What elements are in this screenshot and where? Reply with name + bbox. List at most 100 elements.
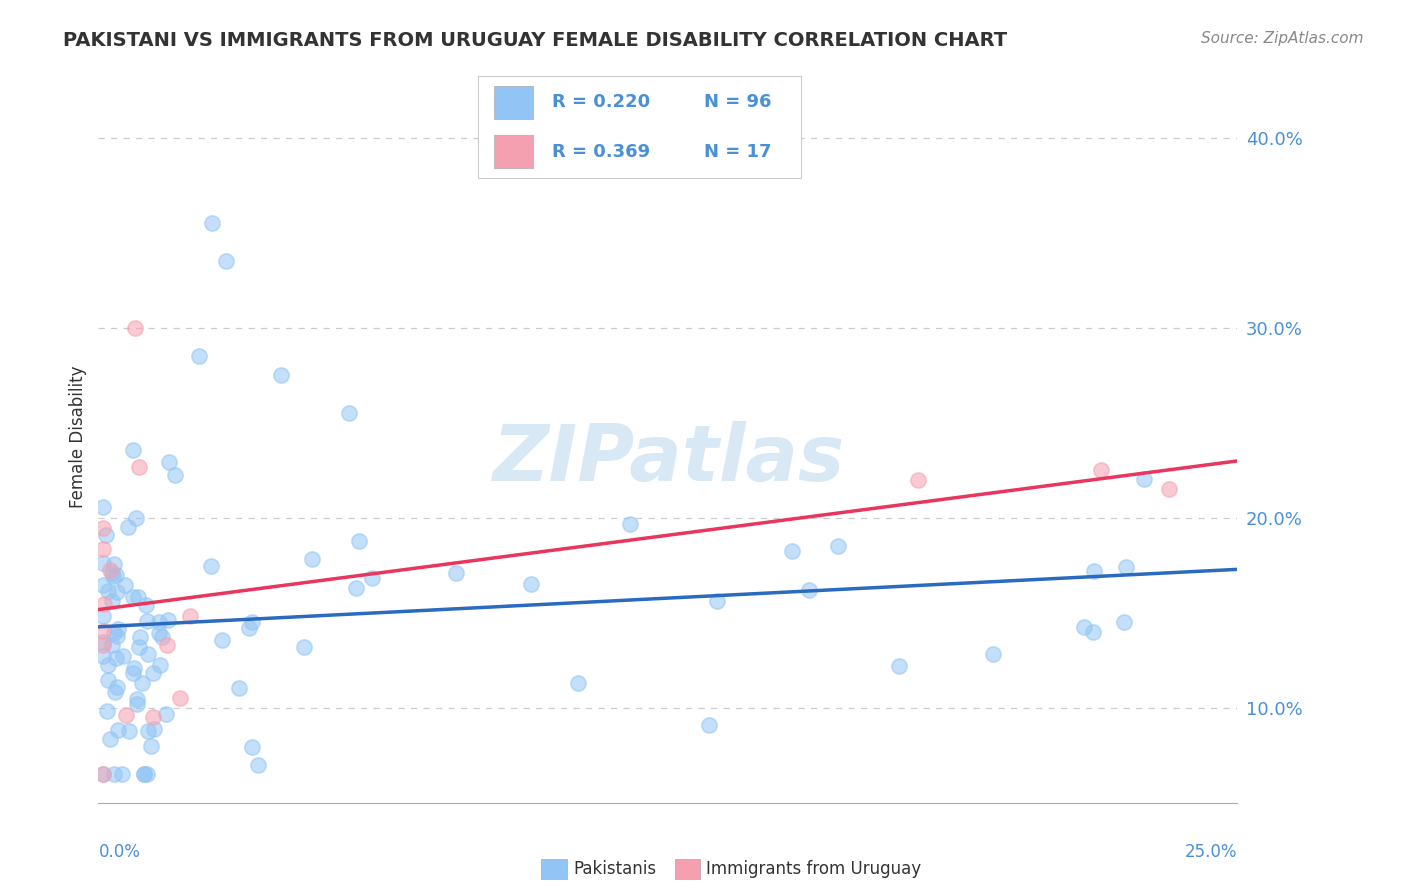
Point [97, 657, 120, 672]
Point [128, 640, 150, 655]
Point [242, 739, 264, 754]
Text: R = 0.369: R = 0.369 [553, 143, 651, 161]
Point [124, 661, 146, 675]
Point [91, 521, 114, 535]
Text: PAKISTANI VS IMMIGRANTS FROM URUGUAY FEMALE DISABILITY CORRELATION CHART: PAKISTANI VS IMMIGRANTS FROM URUGUAY FEM… [63, 31, 1007, 50]
Point [301, 551, 323, 566]
Point [1083, 565, 1105, 579]
Point [122, 666, 145, 681]
Point [124, 321, 146, 335]
Point [142, 722, 165, 736]
Point [149, 657, 172, 672]
Point [981, 647, 1004, 661]
Point [100, 638, 122, 652]
Point [91, 624, 114, 639]
Point [135, 614, 157, 628]
Text: N = 17: N = 17 [704, 143, 772, 161]
Point [122, 590, 145, 604]
Text: Pakistanis: Pakistanis [574, 860, 657, 878]
Point [91, 578, 114, 592]
Text: 0.0%: 0.0% [98, 843, 141, 861]
Point [97, 584, 120, 599]
Point [215, 254, 238, 268]
Point [103, 767, 125, 781]
Point [91, 634, 114, 648]
Point [91, 648, 114, 663]
Point [567, 676, 589, 690]
Point [128, 630, 150, 644]
Point [134, 767, 156, 781]
Point [157, 455, 180, 469]
Text: ZIPatlas: ZIPatlas [492, 421, 844, 497]
Point [294, 640, 316, 655]
Point [142, 710, 165, 724]
Point [127, 692, 149, 706]
Point [103, 557, 125, 571]
Point [111, 648, 134, 663]
Point [211, 633, 233, 648]
Point [91, 556, 114, 570]
Point [706, 594, 728, 608]
Point [1073, 620, 1095, 634]
Point [105, 584, 128, 599]
Text: R = 0.220: R = 0.220 [553, 94, 651, 112]
Point [101, 569, 124, 583]
Point [96, 528, 118, 542]
Point [98, 563, 121, 577]
Point [91, 767, 114, 781]
Point [125, 511, 148, 525]
Point [246, 757, 269, 772]
Point [135, 598, 157, 612]
Y-axis label: Female Disability: Female Disability [69, 366, 87, 508]
Point [344, 581, 367, 595]
Point [127, 590, 149, 604]
Point [697, 718, 720, 732]
Point [200, 559, 222, 574]
Point [156, 638, 179, 652]
Point [142, 666, 165, 681]
Point [827, 539, 849, 553]
Point [1112, 615, 1135, 629]
Point [1157, 483, 1180, 497]
Point [782, 544, 804, 558]
Point [148, 626, 170, 640]
Point [907, 473, 929, 487]
Point [187, 349, 209, 363]
Point [128, 460, 150, 475]
Point [1090, 463, 1112, 477]
Point [91, 500, 114, 515]
Point [96, 704, 118, 718]
Point [1115, 559, 1137, 574]
Point [91, 541, 114, 556]
Point [114, 707, 136, 722]
Point [1132, 472, 1154, 486]
Point [98, 732, 121, 747]
Point [139, 739, 162, 754]
Point [107, 622, 129, 636]
Point [111, 767, 134, 781]
Point [228, 681, 250, 695]
Point [179, 608, 201, 623]
Point [107, 680, 129, 694]
Point [238, 621, 260, 635]
Point [96, 673, 118, 688]
Point [114, 578, 136, 592]
Point [104, 567, 127, 582]
Point [117, 520, 139, 534]
Point [347, 533, 370, 548]
Point [201, 216, 224, 230]
Point [117, 723, 139, 738]
Text: Immigrants from Uruguay: Immigrants from Uruguay [706, 860, 921, 878]
Bar [495, 87, 533, 119]
Text: N = 96: N = 96 [704, 94, 772, 112]
Point [136, 647, 159, 661]
Point [1081, 625, 1104, 640]
Bar [495, 136, 533, 168]
Point [148, 615, 170, 629]
Point [101, 566, 124, 580]
Point [163, 468, 186, 483]
Point [270, 368, 292, 383]
Point [107, 723, 129, 737]
Point [91, 767, 114, 781]
Point [150, 630, 173, 644]
